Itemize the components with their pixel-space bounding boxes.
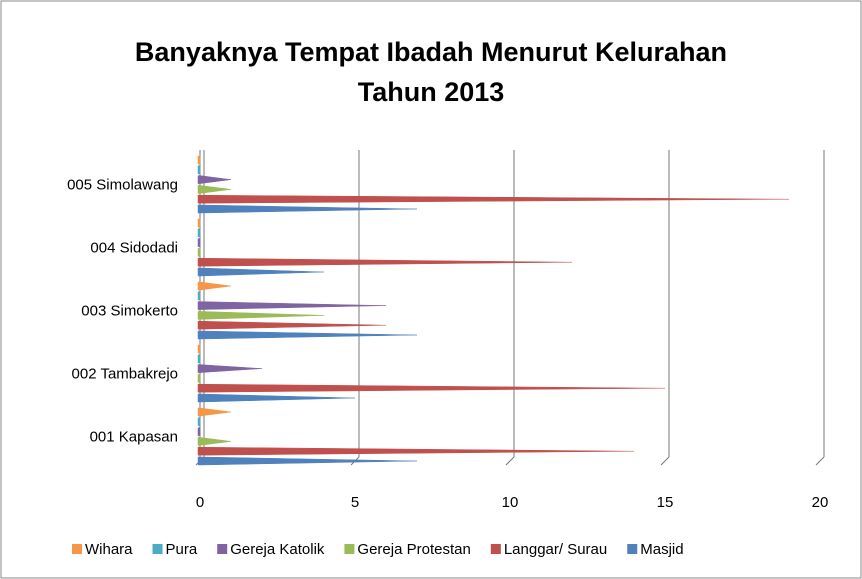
bar (197, 301, 387, 310)
y-tick-label: 001 Kapasan (90, 428, 178, 445)
bar (197, 267, 325, 277)
legend-swatch (627, 544, 638, 554)
legend-swatch (217, 544, 228, 554)
bar (197, 383, 666, 393)
bar (197, 155, 201, 165)
bar (197, 374, 201, 383)
y-tick-label: 004 Sidodadi (90, 239, 178, 256)
y-tick-label: 002 Tambakrejo (72, 365, 178, 382)
bar (197, 238, 201, 247)
legend-label: Langgar/ Surau (504, 541, 607, 558)
y-tick-label: 003 Simokerto (81, 302, 178, 319)
legend-label: Masjid (640, 541, 683, 558)
legend-label: Wihara (85, 541, 133, 558)
grid-line-foot (815, 456, 825, 466)
legend-swatch (490, 544, 501, 554)
x-tick-label: 10 (502, 494, 519, 511)
x-tick-label: 15 (657, 494, 674, 511)
bar (197, 194, 790, 204)
legend-swatch (152, 544, 163, 554)
bar (197, 427, 201, 436)
bar (197, 417, 201, 427)
x-tick-label: 20 (812, 494, 829, 511)
bar (197, 344, 201, 354)
legend-label: Gereja Katolik (230, 541, 325, 558)
bar (197, 165, 201, 175)
legend-label: Pura (166, 541, 198, 558)
x-tick-label: 5 (351, 494, 359, 511)
x-tick-label: 0 (196, 494, 204, 511)
bar (197, 364, 263, 373)
bar (197, 311, 325, 320)
legend-swatch (72, 544, 82, 554)
bar (197, 204, 418, 214)
legend-swatch (344, 544, 355, 554)
bar (197, 456, 418, 466)
y-tick-label: 005 Simolawang (67, 176, 178, 193)
bar (197, 175, 232, 184)
bar (197, 393, 356, 403)
bar (197, 281, 232, 291)
chart-title: Banyaknya Tempat Ibadah Menurut Keluraha… (134, 37, 728, 107)
bar (197, 291, 201, 301)
bar (197, 218, 201, 228)
bar (197, 446, 635, 456)
bar (197, 437, 232, 446)
bar (197, 320, 387, 330)
bar (197, 185, 232, 194)
legend-label: Gereja Protestan (357, 541, 470, 558)
bar (197, 330, 418, 340)
bar (197, 228, 201, 238)
bar (197, 257, 573, 267)
bar (197, 354, 201, 364)
grid-line-foot (660, 456, 670, 466)
bar (197, 248, 201, 257)
bar (197, 407, 232, 417)
grid-line-foot (505, 456, 515, 466)
